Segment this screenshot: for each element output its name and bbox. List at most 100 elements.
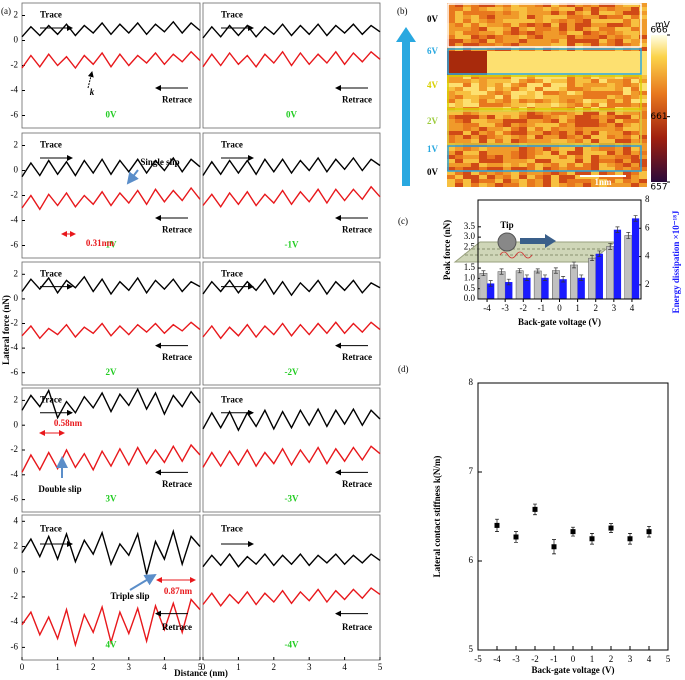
map-cell [567,175,575,179]
map-cell [551,111,559,115]
y-tick-label: -6 [11,367,19,377]
map-cell [543,183,551,187]
map-cell [511,79,519,83]
plot-frame [477,199,642,300]
map-cell [455,183,463,187]
map-cell [447,151,455,155]
map-cell [527,159,535,163]
y-tick-label: 8 [469,377,474,387]
map-cell [527,15,535,19]
map-cell [463,127,471,131]
map-cell [535,155,543,159]
map-cell [599,99,607,103]
trace-line [21,275,201,296]
map-cell [519,135,527,139]
map-cell [487,83,495,87]
map-cell [591,83,599,87]
map-cell [527,155,535,159]
map-cell [615,103,623,107]
map-cell [447,55,455,59]
map-cell [591,147,599,151]
map-cell [447,59,455,63]
voltage-label: 1V [427,144,439,154]
map-cell [471,39,479,43]
map-cell [567,79,575,83]
map-cell [495,51,503,55]
map-cell [455,135,463,139]
map-cell [599,11,607,15]
y-tick-label: -4 [11,215,19,225]
map-cell [511,99,519,103]
map-cell [495,171,503,175]
map-cell [503,67,511,71]
map-cell [543,87,551,91]
y-tick-label: 2.5 [464,242,476,252]
map-cell [631,11,639,15]
map-cell [527,51,535,55]
map-cell [519,111,527,115]
map-cell [487,123,495,127]
map-cell [511,175,519,179]
map-cell [607,3,615,7]
panel-label: (a) [1,6,11,16]
map-cell [471,95,479,99]
map-cell [471,23,479,27]
map-cell [567,23,575,27]
map-cell [463,63,471,67]
map-cell [591,99,599,103]
map-cell [535,27,543,31]
map-cell [519,103,527,107]
map-cell [615,67,623,71]
map-cell [495,127,503,131]
map-cell [551,171,559,175]
map-cell [551,179,559,183]
map-cell [535,59,543,63]
map-cell [479,87,487,91]
map-cell [543,127,551,131]
map-cell [479,119,487,123]
map-cell [471,127,479,131]
map-cell [575,143,583,147]
map-cell [615,167,623,171]
map-cell [543,83,551,87]
map-cell [591,111,599,115]
map-cell [479,159,487,163]
map-cell [519,7,527,11]
map-cell [535,127,543,131]
bar [624,235,633,300]
map-cell [591,63,599,67]
map-cell [447,91,455,95]
annotation: Retrace [342,479,372,489]
map-cell [559,143,567,147]
map-cell [471,119,479,123]
map-cell [607,147,615,151]
map-cell [527,3,535,7]
map-cell [471,135,479,139]
map-cell [639,155,647,159]
point [589,536,595,542]
map-cell [607,35,615,39]
map-cell [463,115,471,119]
annotation: 0.87nm [164,586,193,596]
map-cell [455,51,463,55]
map-cell [503,147,511,151]
map-cell [495,143,503,147]
map-cell [607,143,615,147]
map-cell [591,159,599,163]
map-cell [487,35,495,39]
map-cell [511,155,519,159]
map-cell [479,51,487,55]
map-cell [455,35,463,39]
map-cell [479,99,487,103]
map-cell [543,123,551,127]
map-cell [527,87,535,91]
x-tick-label: 2 [593,303,598,313]
map-cell [615,119,623,123]
map-cell [447,87,455,91]
map-cell [583,43,591,47]
map-cell [551,159,559,163]
map-cell [631,151,639,155]
map-cell [575,27,583,31]
map-cell [607,87,615,91]
map-cell [487,43,495,47]
